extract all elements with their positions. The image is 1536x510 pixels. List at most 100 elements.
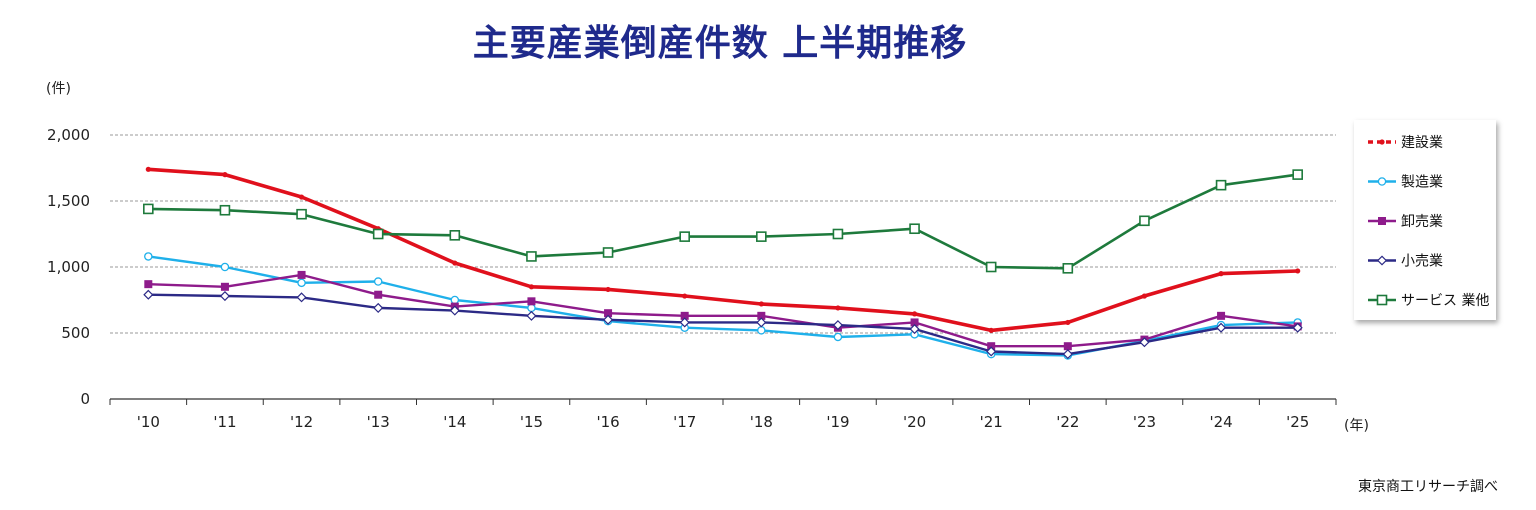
- data-point: [986, 346, 997, 357]
- data-point: [526, 310, 537, 321]
- x-tick-label: '13: [367, 413, 390, 431]
- data-point: [526, 251, 537, 262]
- legend-item: サービス 業他: [1368, 293, 1489, 309]
- data-point: [603, 314, 614, 325]
- data-point: [219, 290, 230, 302]
- data-point: [1216, 322, 1227, 333]
- y-tick-label: 1,500: [47, 192, 90, 210]
- data-point: [1139, 215, 1150, 227]
- y-tick-label: 500: [61, 324, 90, 342]
- series-line: [148, 273, 1298, 348]
- data-point: [449, 305, 460, 316]
- legend-item: 建設業: [1368, 135, 1443, 151]
- data-point: [832, 320, 843, 331]
- data-point: [605, 286, 611, 293]
- data-point: [297, 278, 306, 288]
- data-point: [833, 332, 843, 342]
- data-point: [985, 261, 997, 273]
- data-point: [909, 223, 920, 235]
- data-point: [143, 289, 154, 300]
- y-tick-label: 1,000: [47, 258, 90, 276]
- data-point: [373, 302, 384, 313]
- data-point: [988, 327, 994, 333]
- data-point: [602, 247, 614, 258]
- data-point: [679, 317, 690, 328]
- data-point: [1065, 319, 1071, 326]
- gridlines: [110, 134, 1336, 334]
- x-tick-label: '23: [1133, 413, 1156, 431]
- legend-label: 建設業: [1401, 135, 1443, 151]
- data-point: [1141, 293, 1148, 299]
- series-1: [144, 252, 1302, 360]
- data-point: [1062, 263, 1074, 274]
- x-tick-label: '18: [750, 413, 773, 431]
- data-point: [832, 228, 844, 240]
- data-point: [987, 342, 996, 351]
- data-point: [220, 262, 230, 272]
- data-point: [1292, 169, 1303, 180]
- data-point: [757, 326, 766, 335]
- data-point: [450, 295, 460, 305]
- y-axis-ticks: 0 500 1,000 1,500 2,000: [47, 126, 90, 408]
- y-tick-label: 0: [80, 390, 90, 408]
- legend-marker: [1376, 255, 1388, 266]
- data-point: [372, 228, 384, 240]
- series-line: [148, 293, 1298, 356]
- series-0: [145, 166, 1301, 333]
- data-point: [297, 270, 306, 279]
- data-point: [528, 284, 535, 290]
- data-point: [1063, 342, 1072, 351]
- data-point: [298, 194, 305, 200]
- legend-item: 製造業: [1368, 175, 1443, 191]
- x-axis-unit: (年): [1344, 418, 1369, 434]
- data-point: [452, 260, 458, 266]
- data-point: [145, 166, 151, 172]
- source-note: 東京商工リサーチ調べ: [1358, 479, 1498, 495]
- data-point: [909, 323, 920, 335]
- data-point: [1218, 271, 1224, 277]
- data-point: [756, 231, 767, 242]
- legend-label: サービス 業他: [1401, 293, 1489, 309]
- data-point: [144, 252, 153, 261]
- x-tick-label: '15: [520, 413, 543, 431]
- legend-label: 卸売業: [1401, 214, 1443, 230]
- x-tick-label: '21: [980, 413, 1003, 431]
- data-point: [682, 293, 688, 299]
- data-point: [373, 277, 383, 286]
- data-point: [757, 311, 766, 320]
- x-tick-label: '10: [137, 413, 160, 431]
- data-point: [220, 282, 229, 291]
- data-point: [144, 280, 153, 289]
- x-tick-label: '14: [443, 413, 466, 431]
- data-point: [1215, 179, 1227, 191]
- x-tick-label: '12: [290, 413, 313, 431]
- data-point: [219, 204, 231, 216]
- data-point: [758, 301, 764, 307]
- data-point: [374, 290, 383, 299]
- data-point: [296, 292, 307, 303]
- y-tick-label: 2,000: [47, 126, 90, 144]
- data-point: [143, 203, 154, 215]
- x-tick-label: '24: [1209, 413, 1232, 431]
- legend-marker: [1377, 177, 1387, 186]
- data-point: [222, 172, 228, 178]
- x-tick-label: '19: [826, 413, 849, 431]
- x-tick-label: '20: [903, 413, 926, 431]
- legend-marker: [1379, 139, 1385, 145]
- series-4: [143, 169, 1303, 274]
- data-point: [296, 208, 307, 220]
- chart-title: 主要産業倒産件数 上半期推移: [472, 23, 968, 64]
- data-point: [527, 303, 536, 313]
- x-tick-label: '22: [1056, 413, 1079, 431]
- legend-marker: [1376, 294, 1388, 306]
- data-point: [1139, 337, 1150, 348]
- legend-label: 小売業: [1401, 254, 1443, 270]
- legend: 建設業製造業卸売業小売業サービス 業他: [1354, 120, 1496, 320]
- data-point: [835, 305, 841, 311]
- data-point: [910, 318, 919, 327]
- data-point: [756, 317, 767, 328]
- x-tick-label: '25: [1286, 413, 1309, 431]
- x-tick-label: '17: [673, 413, 696, 431]
- data-point: [680, 311, 689, 320]
